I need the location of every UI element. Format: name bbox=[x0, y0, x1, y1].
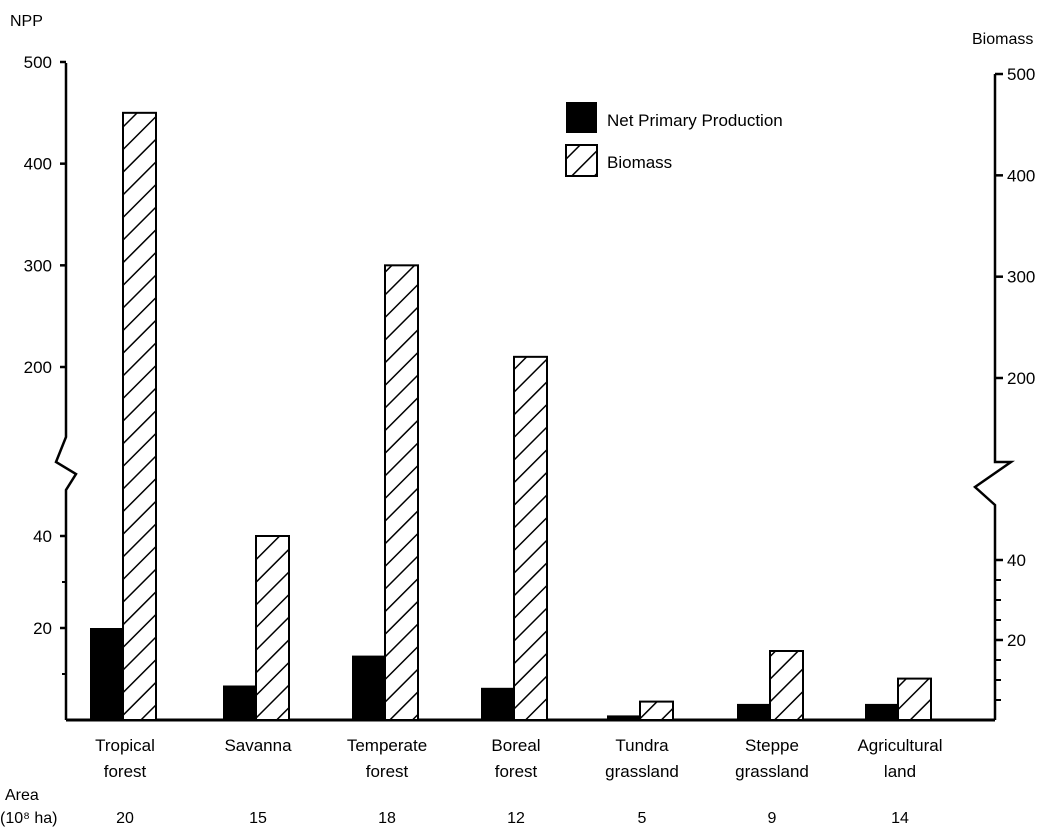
npp-bar bbox=[223, 685, 256, 720]
area-row: Area (10⁸ ha) 20 15 18 12 5 9 14 bbox=[0, 787, 909, 827]
category-label: land bbox=[884, 762, 916, 781]
npp-bar bbox=[607, 715, 640, 720]
biomass-bar bbox=[122, 111, 157, 721]
area-value: 14 bbox=[891, 810, 909, 827]
category-label: Temperate bbox=[347, 736, 427, 755]
bars-group bbox=[90, 111, 932, 721]
left-tick-label: 20 bbox=[33, 619, 52, 638]
category-label: Boreal bbox=[491, 736, 540, 755]
biomass-bar bbox=[513, 355, 548, 721]
area-value: 5 bbox=[638, 810, 647, 827]
biomass-bar bbox=[897, 677, 932, 721]
category-label: Tropical bbox=[95, 736, 155, 755]
area-value: 9 bbox=[768, 810, 777, 827]
left-axis-title: NPP bbox=[10, 13, 43, 30]
category-label: forest bbox=[104, 762, 147, 781]
legend-npp-label: Net Primary Production bbox=[607, 111, 783, 130]
area-value: 15 bbox=[249, 810, 267, 827]
right-axis-line bbox=[972, 74, 1015, 720]
npp-bar bbox=[481, 687, 514, 720]
biomass-bar bbox=[639, 700, 674, 721]
left-tick-label: 500 bbox=[24, 53, 52, 72]
npp-bar bbox=[352, 655, 385, 720]
left-tick-label: 40 bbox=[33, 527, 52, 546]
left-axis-line bbox=[54, 63, 78, 720]
category-label: grassland bbox=[735, 762, 809, 781]
right-tick-label: 300 bbox=[1007, 268, 1035, 287]
right-tick-label: 40 bbox=[1007, 551, 1026, 570]
biomass-bar bbox=[255, 535, 290, 721]
biomass-bar bbox=[769, 650, 804, 721]
right-axis-title: Biomass bbox=[972, 31, 1033, 48]
legend: Net Primary Production Biomass bbox=[565, 102, 783, 177]
right-tick-label: 200 bbox=[1007, 369, 1035, 388]
right-tick-label: 500 bbox=[1007, 65, 1035, 84]
area-label-line-1: Area bbox=[5, 787, 39, 804]
area-value: 20 bbox=[116, 810, 134, 827]
biomass-bar bbox=[384, 264, 419, 721]
npp-bar bbox=[737, 703, 770, 720]
category-label: Agricultural bbox=[857, 736, 942, 755]
area-value: 12 bbox=[507, 810, 525, 827]
category-label: grassland bbox=[605, 762, 679, 781]
category-label: forest bbox=[366, 762, 409, 781]
left-tick-label: 400 bbox=[24, 155, 52, 174]
npp-bar bbox=[90, 628, 123, 720]
right-tick-label: 20 bbox=[1007, 631, 1026, 650]
category-label: Savanna bbox=[224, 736, 292, 755]
area-label-line-2: (10⁸ ha) bbox=[0, 810, 57, 827]
npp-bar bbox=[865, 703, 898, 720]
category-labels: Tropical forest Savanna Temperate forest Bore… bbox=[95, 736, 942, 781]
left-axis: 500 400 300 200 40 20 bbox=[24, 53, 78, 720]
right-axis: 500 400 300 200 40 20 bbox=[972, 65, 1035, 720]
left-tick-label: 300 bbox=[24, 256, 52, 275]
category-label: Steppe bbox=[745, 736, 799, 755]
right-tick-label: 400 bbox=[1007, 166, 1035, 185]
area-value: 18 bbox=[378, 810, 396, 827]
legend-biomass-label: Biomass bbox=[607, 153, 672, 172]
legend-biomass-swatch bbox=[565, 144, 598, 177]
category-label: forest bbox=[495, 762, 538, 781]
category-label: Tundra bbox=[615, 736, 669, 755]
legend-npp-swatch bbox=[566, 102, 597, 133]
left-tick-label: 200 bbox=[24, 358, 52, 377]
